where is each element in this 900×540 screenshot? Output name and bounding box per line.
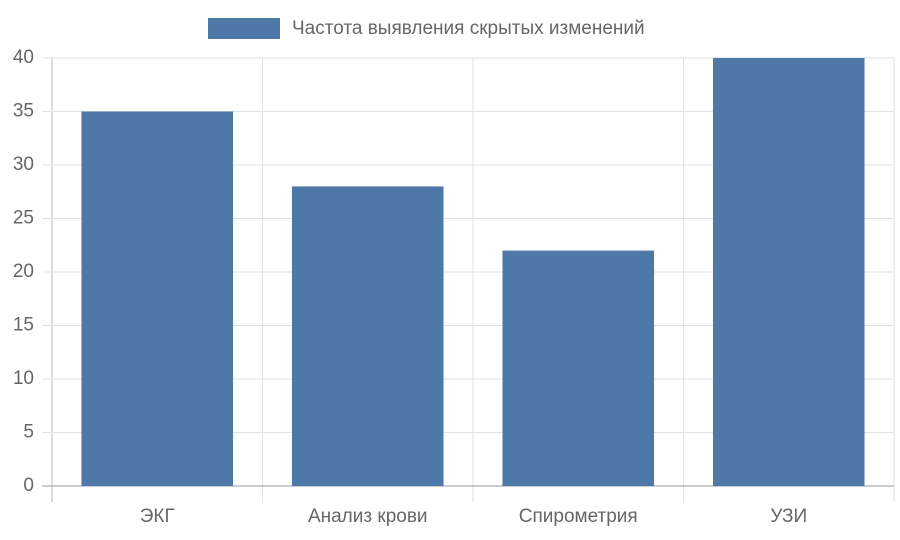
bar [712, 58, 865, 486]
legend-label: Частота выявления скрытых изменений [292, 18, 645, 39]
y-tick-label: 20 [13, 261, 34, 282]
x-tick-label: Анализ крови [308, 506, 428, 527]
y-tick-label: 0 [23, 475, 34, 496]
y-tick-label: 10 [13, 368, 34, 389]
bar [291, 186, 444, 486]
y-tick-label: 15 [13, 315, 34, 336]
y-tick-label: 30 [13, 154, 34, 175]
bar [81, 111, 234, 486]
x-tick-label: УЗИ [770, 506, 807, 527]
y-tick-label: 35 [13, 101, 34, 122]
x-tick-label: Спирометрия [519, 506, 638, 527]
y-tick-label: 25 [13, 208, 34, 229]
y-tick-label: 5 [23, 422, 34, 443]
bar [502, 250, 655, 486]
x-tick-label: ЭКГ [140, 506, 175, 527]
y-tick-label: 40 [13, 47, 34, 68]
legend-swatch [208, 18, 280, 39]
